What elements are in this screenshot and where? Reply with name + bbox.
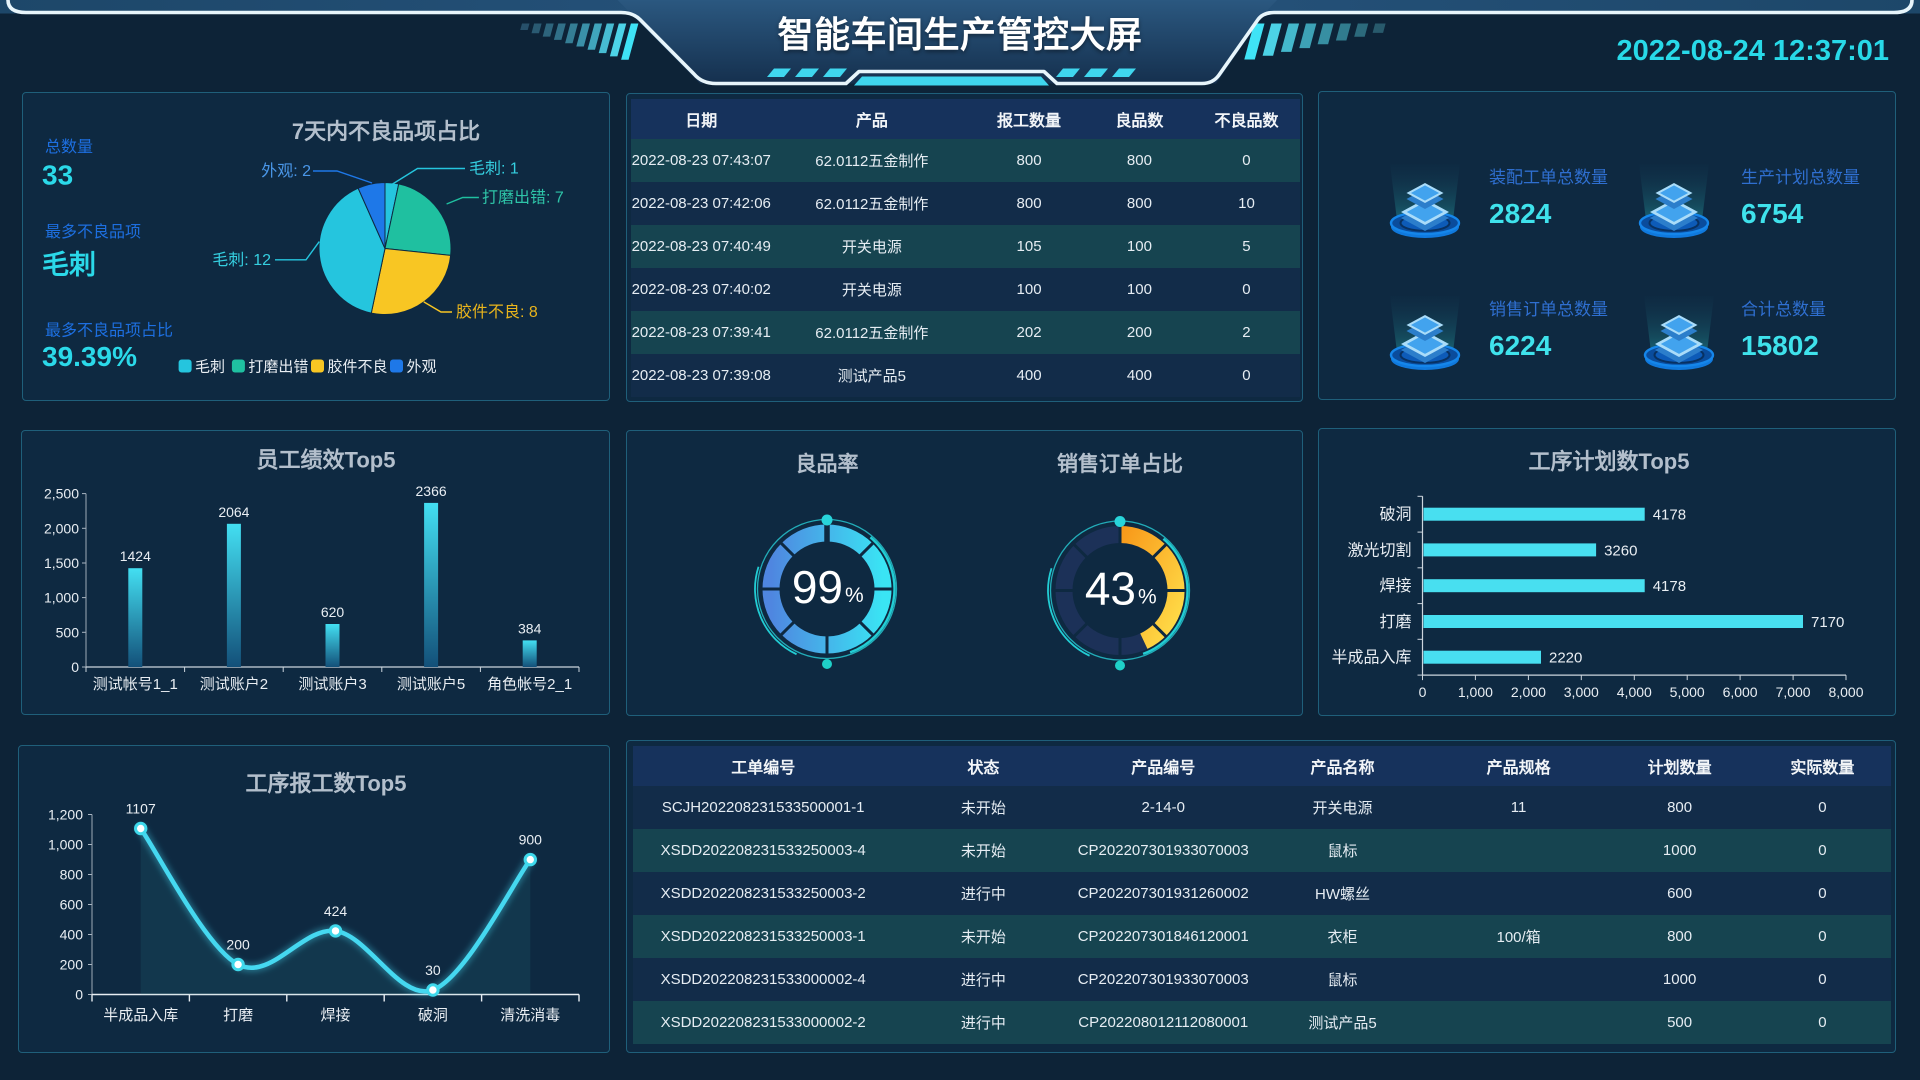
svg-text:8,000: 8,000: [1828, 684, 1863, 700]
svg-text:33: 33: [42, 160, 73, 191]
svg-text:384: 384: [518, 620, 542, 636]
svg-text:外观: 外观: [407, 359, 437, 376]
svg-text:0: 0: [75, 987, 83, 1003]
svg-text:2366: 2366: [416, 483, 447, 499]
svg-text:1107: 1107: [126, 801, 156, 817]
svg-text:半成品入库: 半成品入库: [103, 1007, 178, 1024]
svg-text:1,500: 1,500: [44, 555, 79, 571]
svg-text:2064: 2064: [218, 504, 249, 520]
svg-text:胶件不良: 8: 胶件不良: 8: [456, 303, 538, 321]
svg-text:6224: 6224: [1489, 330, 1552, 361]
svg-text:工序报工数Top5: 工序报工数Top5: [246, 771, 407, 796]
svg-text:销售订单占比: 销售订单占比: [1057, 452, 1183, 476]
svg-text:1424: 1424: [120, 548, 151, 564]
svg-text:毛刺: 12: 毛刺: 12: [212, 251, 271, 269]
svg-text:2,000: 2,000: [44, 520, 79, 536]
svg-text:测试账户2: 测试账户2: [200, 676, 268, 693]
svg-text:测试账户3: 测试账户3: [298, 676, 366, 693]
svg-text:800: 800: [60, 867, 84, 883]
svg-text:测试账户5: 测试账户5: [397, 676, 465, 693]
svg-text:胶件不良: 胶件不良: [328, 359, 388, 376]
svg-text:工序计划数Top5: 工序计划数Top5: [1529, 449, 1690, 474]
svg-text:7天内不良品项占比: 7天内不良品项占比: [292, 119, 480, 144]
svg-text:6754: 6754: [1741, 198, 1804, 229]
svg-text:打磨出错: 打磨出错: [248, 359, 308, 376]
svg-text:破洞: 破洞: [418, 1007, 448, 1024]
svg-text:良品率: 良品率: [796, 452, 859, 476]
svg-text:%: %: [1138, 586, 1157, 609]
svg-text:0: 0: [1419, 684, 1427, 700]
svg-text:3,000: 3,000: [1564, 684, 1599, 700]
svg-text:总数量: 总数量: [45, 138, 93, 156]
svg-text:破洞: 破洞: [1379, 506, 1411, 524]
svg-text:最多不良品项占比: 最多不良品项占比: [45, 322, 173, 340]
svg-text:员工绩效Top5: 员工绩效Top5: [257, 448, 396, 473]
svg-text:200: 200: [226, 937, 250, 953]
svg-text:4178: 4178: [1653, 507, 1686, 524]
svg-text:清洗消毒: 清洗消毒: [500, 1007, 560, 1024]
svg-text:400: 400: [60, 927, 84, 943]
svg-text:200: 200: [60, 957, 84, 973]
svg-text:620: 620: [321, 604, 345, 620]
svg-text:焊接: 焊接: [1379, 577, 1411, 595]
svg-text:装配工单总数量: 装配工单总数量: [1489, 168, 1608, 187]
svg-text:4178: 4178: [1653, 578, 1686, 595]
svg-text:424: 424: [324, 903, 348, 919]
svg-text:3260: 3260: [1604, 542, 1637, 559]
svg-text:合计总数量: 合计总数量: [1741, 300, 1826, 319]
svg-text:2,000: 2,000: [1511, 684, 1546, 700]
svg-text:外观: 2: 外观: 2: [261, 162, 311, 180]
svg-text:39.39%: 39.39%: [42, 341, 137, 372]
svg-text:%: %: [845, 584, 864, 607]
svg-text:1,200: 1,200: [48, 807, 83, 823]
svg-text:生产计划总数量: 生产计划总数量: [1741, 168, 1860, 187]
svg-text:角色帐号2_1: 角色帐号2_1: [487, 676, 572, 693]
svg-text:半成品入库: 半成品入库: [1331, 649, 1411, 667]
svg-text:销售订单总数量: 销售订单总数量: [1489, 300, 1608, 319]
svg-text:0: 0: [71, 659, 79, 675]
svg-text:测试帐号1_1: 测试帐号1_1: [93, 676, 178, 693]
svg-text:7,000: 7,000: [1776, 684, 1811, 700]
svg-text:2,500: 2,500: [44, 486, 79, 502]
svg-text:4,000: 4,000: [1617, 684, 1652, 700]
svg-text:15802: 15802: [1741, 330, 1819, 361]
svg-text:6,000: 6,000: [1723, 684, 1758, 700]
svg-text:2824: 2824: [1489, 198, 1552, 229]
svg-text:600: 600: [60, 897, 84, 913]
svg-text:5,000: 5,000: [1670, 684, 1705, 700]
svg-text:打磨: 打磨: [223, 1007, 253, 1024]
svg-text:99: 99: [792, 561, 843, 613]
svg-text:30: 30: [425, 962, 441, 978]
svg-text:7170: 7170: [1811, 614, 1844, 631]
svg-text:1,000: 1,000: [44, 590, 79, 606]
svg-text:毛刺: 毛刺: [42, 250, 96, 280]
svg-text:焊接: 焊接: [320, 1007, 350, 1024]
svg-text:毛刺: 毛刺: [195, 359, 225, 376]
svg-text:900: 900: [519, 832, 543, 848]
svg-text:500: 500: [56, 624, 80, 640]
svg-text:激光切割: 激光切割: [1347, 541, 1411, 559]
svg-text:毛刺: 1: 毛刺: 1: [469, 160, 519, 178]
svg-text:1,000: 1,000: [48, 837, 83, 853]
svg-text:2220: 2220: [1549, 650, 1582, 667]
svg-text:1,000: 1,000: [1458, 684, 1493, 700]
svg-text:43: 43: [1085, 563, 1136, 615]
svg-text:打磨: 打磨: [1379, 613, 1411, 631]
svg-text:打磨出错: 7: 打磨出错: 7: [482, 189, 564, 207]
svg-text:最多不良品项: 最多不良品项: [45, 223, 141, 241]
